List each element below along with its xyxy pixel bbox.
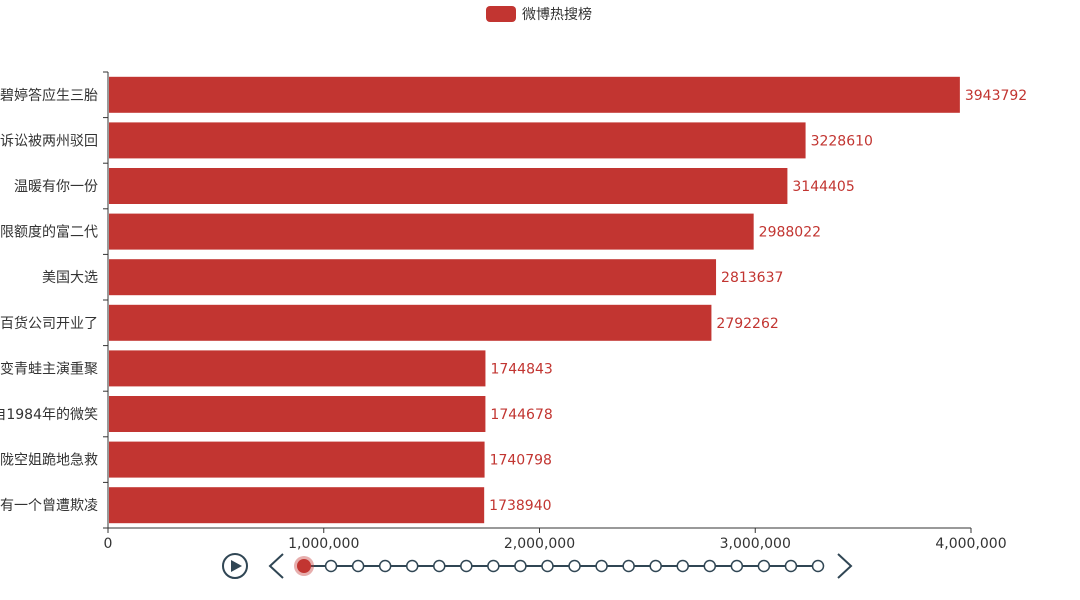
- x-tick-label: 1,000,000: [288, 536, 359, 552]
- data-label: 3943792: [965, 88, 1027, 104]
- play-icon[interactable]: [231, 560, 242, 572]
- data-label: 2988022: [759, 225, 821, 241]
- bar[interactable]: [109, 441, 485, 478]
- x-tick-label: 4,000,000: [935, 536, 1006, 552]
- timeline-point[interactable]: [784, 559, 798, 573]
- category-label: 碧婷答应生三胎: [0, 87, 98, 104]
- bar[interactable]: [109, 487, 485, 524]
- timeline-point[interactable]: [324, 559, 338, 573]
- play-button-ring[interactable]: [222, 553, 248, 579]
- data-label: 1738940: [489, 498, 551, 514]
- legend-label[interactable]: 微博热搜榜: [522, 6, 592, 23]
- timeline-point[interactable]: [730, 559, 744, 573]
- timeline-point[interactable]: [433, 559, 446, 573]
- x-axis: 0 1,000,000 2,000,000 3,000,000 4,000,000: [104, 527, 1007, 552]
- timeline-point[interactable]: [378, 559, 392, 573]
- timeline-point[interactable]: [595, 559, 608, 573]
- timeline-point[interactable]: [487, 559, 500, 573]
- bar[interactable]: [109, 76, 960, 113]
- data-label: 1744843: [490, 361, 552, 377]
- timeline-point[interactable]: [649, 559, 662, 573]
- data-label: 1740798: [490, 453, 552, 469]
- bar[interactable]: [109, 396, 486, 432]
- category-label: 诉讼被两州驳回: [0, 133, 98, 149]
- category-label: 温暖有你一份: [14, 179, 98, 195]
- x-tick-label: 2,000,000: [504, 536, 575, 552]
- timeline-point[interactable]: [460, 559, 473, 573]
- y-axis: 碧婷答应生三胎诉讼被两州驳回温暖有你一份限额度的富二代美国大选百货公司开业了变青…: [0, 71, 109, 529]
- timeline-point[interactable]: [405, 559, 419, 573]
- play-button[interactable]: [222, 553, 248, 579]
- timeline-point[interactable]: [351, 559, 365, 573]
- category-label: 变青蛙主演重聚: [0, 361, 98, 377]
- category-label: 美国大选: [42, 270, 98, 286]
- timeline-point[interactable]: [676, 559, 689, 573]
- category-label: 陇空姐跪地急救: [0, 453, 98, 469]
- x-tick-label: 0: [104, 536, 113, 552]
- bar[interactable]: [109, 122, 806, 159]
- timeline-point[interactable]: [757, 559, 771, 573]
- timeline-point[interactable]: [811, 559, 825, 573]
- legend-swatch[interactable]: [486, 6, 516, 22]
- chevron-right-icon[interactable]: [837, 553, 853, 579]
- x-tick-label: 3,000,000: [720, 536, 791, 552]
- bar[interactable]: [109, 350, 486, 387]
- bar[interactable]: [109, 259, 717, 296]
- timeline-point[interactable]: [622, 559, 635, 573]
- data-label: 1744678: [490, 407, 552, 423]
- category-label: 有一个曾遭欺凌: [0, 498, 98, 514]
- timeline-point[interactable]: [568, 559, 581, 573]
- timeline-points: [294, 556, 825, 576]
- bar[interactable]: [109, 168, 788, 204]
- category-label: 自1984年的微笑: [0, 407, 98, 423]
- category-label: 百货公司开业了: [0, 315, 98, 332]
- timeline-point[interactable]: [703, 559, 717, 573]
- bar[interactable]: [109, 213, 754, 250]
- bar[interactable]: [109, 304, 712, 341]
- timeline: [222, 553, 853, 579]
- data-label: 3228610: [811, 133, 873, 149]
- bars-group: 3943792 3228610 3144405 2988022 2813637 27922…: [109, 76, 1027, 524]
- data-label: 2813637: [721, 270, 783, 286]
- timeline-point-active[interactable]: [297, 559, 311, 573]
- data-label: 2792262: [716, 316, 778, 332]
- category-label: 限额度的富二代: [0, 224, 98, 241]
- data-label: 3144405: [792, 179, 854, 195]
- chevron-left-icon[interactable]: [268, 553, 284, 579]
- timeline-point[interactable]: [541, 559, 554, 573]
- timeline-point[interactable]: [514, 559, 527, 573]
- legend[interactable]: 微博热搜榜: [486, 6, 592, 23]
